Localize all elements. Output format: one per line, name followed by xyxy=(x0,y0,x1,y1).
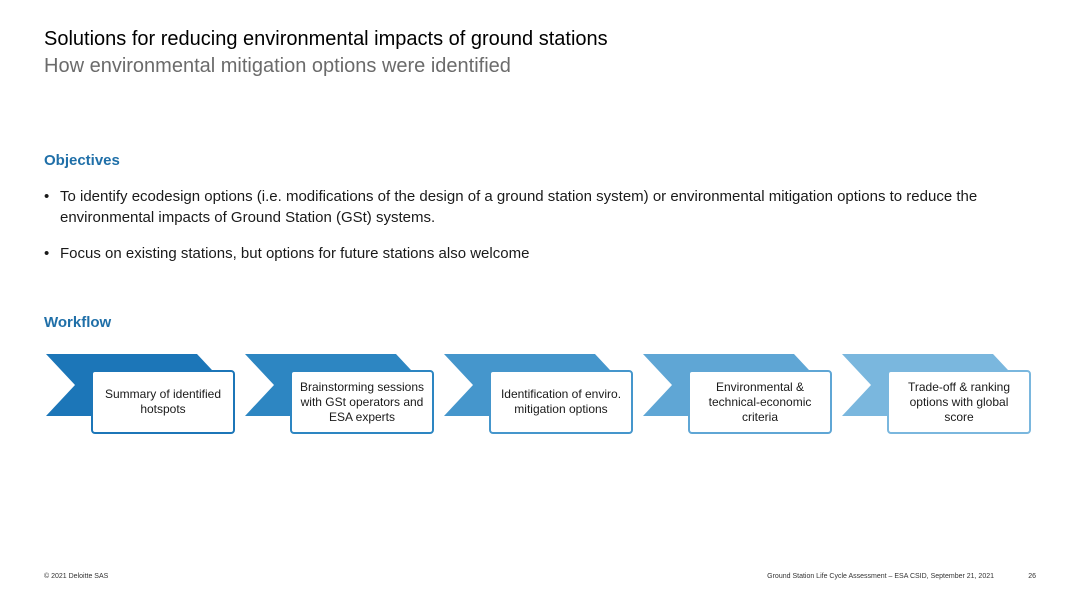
objectives-heading: Objectives xyxy=(44,152,120,169)
page-number: 26 xyxy=(1028,573,1036,580)
workflow-step-2: Brainstorming sessions with GSt operator… xyxy=(290,370,434,434)
footer-document-title: Ground Station Life Cycle Assessment – E… xyxy=(767,573,994,580)
objective-bullet: Focus on existing stations, but options … xyxy=(44,243,1024,264)
objectives-list: To identify ecodesign options (i.e. modi… xyxy=(44,186,1024,279)
slide-subtitle: How environmental mitigation options wer… xyxy=(44,55,511,77)
workflow-step-label: Brainstorming sessions with GSt operator… xyxy=(299,379,425,424)
workflow-step-label: Summary of identified hotspots xyxy=(104,387,222,416)
objective-bullet: To identify ecodesign options (i.e. modi… xyxy=(44,186,1024,228)
workflow-step-label: Identification of enviro. mitigation opt… xyxy=(500,387,622,416)
workflow-step-5: Trade-off & ranking options with global … xyxy=(887,370,1031,434)
footer-copyright: © 2021 Deloitte SAS xyxy=(44,573,109,580)
workflow-step-4: Environmental & technical-economic crite… xyxy=(688,370,832,434)
workflow-step-label: Trade-off & ranking options with global … xyxy=(907,379,1011,424)
workflow-heading: Workflow xyxy=(44,314,112,331)
workflow-step-3: Identification of enviro. mitigation opt… xyxy=(489,370,633,434)
workflow-step-label: Environmental & technical-economic crite… xyxy=(708,379,812,424)
workflow-step-1: Summary of identified hotspots xyxy=(91,370,235,434)
slide-title: Solutions for reducing environmental imp… xyxy=(44,28,608,50)
